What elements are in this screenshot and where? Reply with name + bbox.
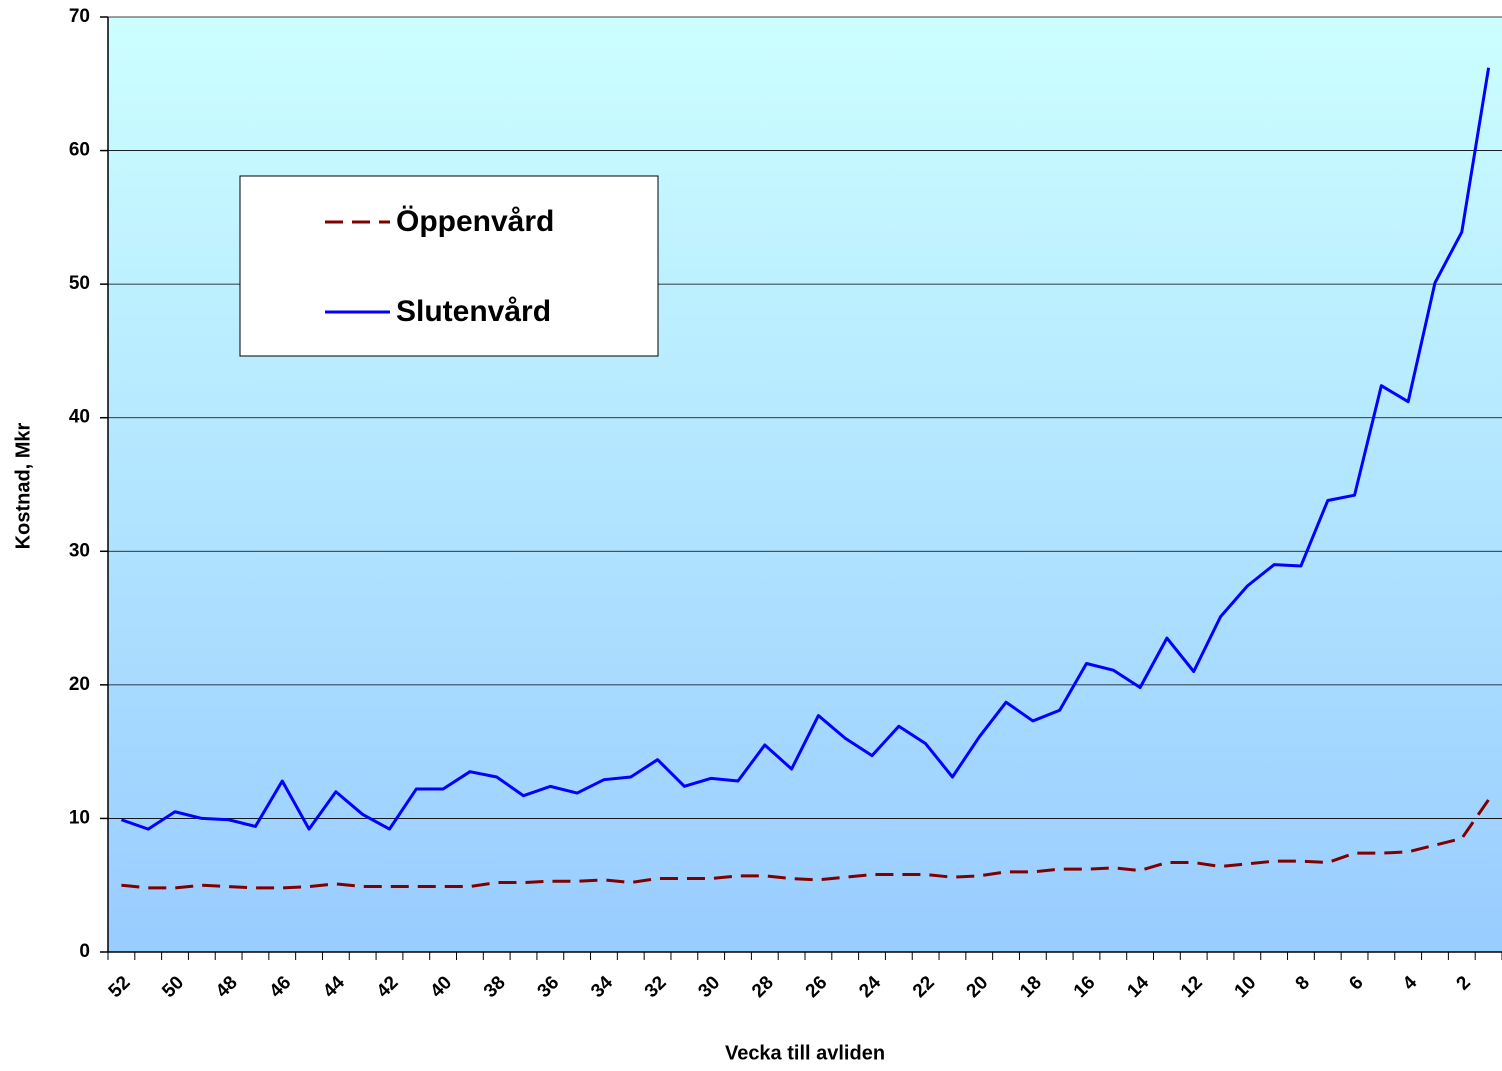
y-tick-label: 60: [69, 140, 90, 161]
y-tick-label: 20: [69, 674, 90, 695]
x-axis-title: Vecka till avliden: [725, 1042, 885, 1064]
plot-area: [108, 17, 1502, 952]
x-tick-label: 16: [1070, 972, 1100, 1002]
x-tick-label: 20: [963, 972, 993, 1002]
x-tick-label: 38: [480, 972, 510, 1002]
y-tick-label: 50: [69, 273, 90, 294]
x-tick-label: 18: [1016, 972, 1046, 1002]
x-tick-label: 50: [158, 972, 188, 1002]
y-tick-label: 30: [69, 540, 90, 561]
x-tick-label: 12: [1177, 972, 1207, 1002]
x-tick-label: 8: [1292, 972, 1314, 994]
x-tick-label: 48: [212, 972, 242, 1002]
series-line: [121, 798, 1490, 890]
x-tick-label: 36: [534, 972, 564, 1002]
y-tick-label: 40: [69, 407, 90, 428]
x-tick-label: 46: [266, 972, 296, 1002]
series-line: [120, 67, 1491, 831]
x-tick-label: 42: [373, 972, 403, 1002]
legend-box: [239, 175, 659, 357]
x-tick-label: 4: [1399, 972, 1422, 995]
x-tick-label: 40: [426, 972, 456, 1002]
y-tick-label: 10: [69, 807, 90, 828]
x-tick-label: 30: [694, 972, 724, 1002]
legend-label: Slutenvård: [396, 295, 551, 328]
x-tick-label: 52: [105, 972, 135, 1002]
x-tick-label: 6: [1345, 972, 1367, 994]
y-tick-label: 70: [69, 6, 90, 27]
x-tick-label: 32: [641, 972, 671, 1002]
x-tick-label: 44: [319, 972, 349, 1002]
lines: [120, 67, 1491, 890]
x-tick-label: 2: [1453, 972, 1475, 994]
x-tick-label: 34: [587, 972, 617, 1002]
y-axis-title: Kostnad, Mkr: [12, 422, 34, 549]
x-tick-label: 10: [1231, 972, 1261, 1002]
legend-label: Öppenvård: [396, 205, 554, 238]
x-tick-label: 14: [1123, 972, 1153, 1002]
x-tick-label: 22: [909, 972, 939, 1002]
x-tick-label: 24: [855, 972, 885, 1002]
x-tick-label: 26: [802, 972, 832, 1002]
x-tick-label: 28: [748, 972, 778, 1002]
legend: [239, 175, 659, 357]
y-tick-label: 0: [79, 941, 90, 962]
